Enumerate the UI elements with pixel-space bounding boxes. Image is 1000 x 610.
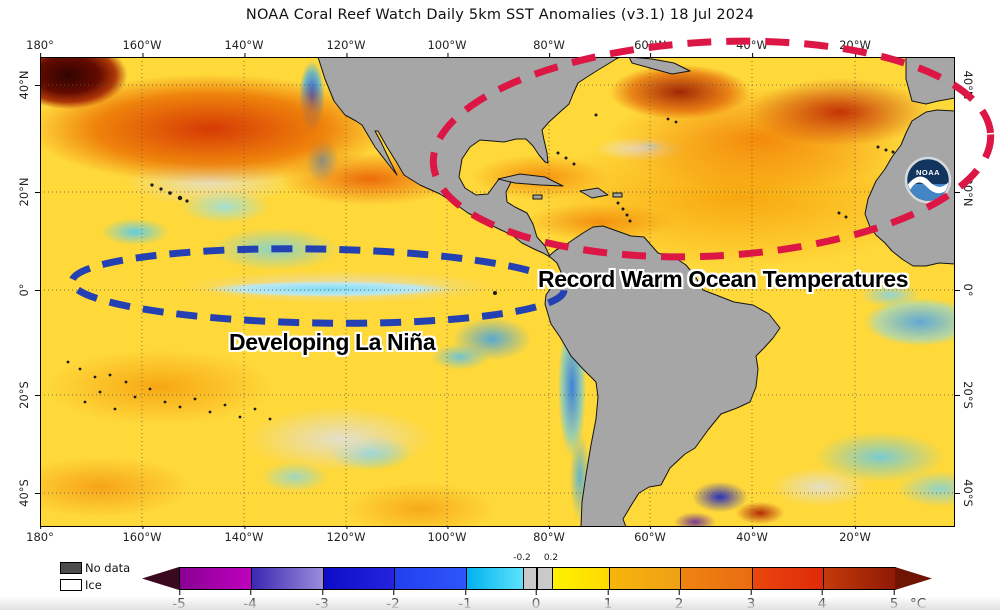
page-title: NOAA Coral Reef Watch Daily 5km SST Anom… xyxy=(245,7,755,23)
colorbar-segment xyxy=(466,568,523,589)
colorbar-segment xyxy=(552,568,609,589)
axis-label-top: 120°W xyxy=(326,38,366,57)
axis-label-right: 0° xyxy=(961,283,975,297)
footer-shade xyxy=(0,596,1000,610)
axis-label-bottom: 40°W xyxy=(736,525,768,544)
colorbar-zero-line xyxy=(536,568,538,589)
axis-label-right: 40°S xyxy=(961,479,975,507)
axis-label-top: 180° xyxy=(26,38,54,57)
colorbar-segment xyxy=(394,568,466,589)
axis-label-bottom: 120°W xyxy=(326,525,366,544)
annotation-la-nina: Developing La Niña xyxy=(229,329,436,355)
axis-tick xyxy=(35,290,40,291)
axis-label-left: 20°N xyxy=(17,177,31,207)
axis-tick xyxy=(35,192,40,193)
axis-label-top: 60°W xyxy=(634,38,666,57)
axis-label-bottom: 80°W xyxy=(533,525,565,544)
axis-tick xyxy=(35,493,40,494)
colorbar-segment xyxy=(609,568,680,589)
axis-label-bottom: 20°W xyxy=(839,525,871,544)
axis-label-bottom: 100°W xyxy=(427,525,467,544)
island-jamaica xyxy=(532,194,543,200)
axis-label-top: 140°W xyxy=(224,38,264,57)
axis-label-top: 160°W xyxy=(122,38,162,57)
colorbar-sublabel: -0.2 xyxy=(513,553,531,563)
ice-label: Ice xyxy=(85,578,102,592)
axis-label-bottom: 160°W xyxy=(122,525,162,544)
land-nova-scotia xyxy=(628,57,691,75)
no-data-swatch xyxy=(60,562,82,574)
axis-label-bottom: 140°W xyxy=(224,525,264,544)
colorbar-segment xyxy=(251,568,323,589)
colorbar-segment xyxy=(680,568,752,589)
axis-tick xyxy=(955,85,960,86)
axis-label-left: 40°S xyxy=(17,479,31,507)
island-puerto-rico xyxy=(612,192,623,198)
axis-tick xyxy=(955,290,960,291)
annotation-record-warm: Record Warm Ocean Temperatures xyxy=(538,266,909,292)
axis-label-left: 20°S xyxy=(17,381,31,409)
colorbar-body xyxy=(179,567,896,590)
colorbar-segment xyxy=(180,568,251,589)
colorbar-segment xyxy=(752,568,823,589)
axis-label-left: 40°N xyxy=(17,70,31,100)
colorbar-segment xyxy=(823,568,895,589)
axis-tick xyxy=(35,395,40,396)
axis-label-right: 20°S xyxy=(961,381,975,409)
axis-label-left: 0° xyxy=(17,283,31,297)
axis-label-right: 40°N xyxy=(961,70,975,100)
axis-label-right: 20°N xyxy=(961,177,975,207)
land-north-america xyxy=(317,57,621,258)
axis-tick xyxy=(955,493,960,494)
ice-swatch xyxy=(60,579,82,591)
noaa-logo-text: NOAA xyxy=(916,168,940,177)
land-iberia xyxy=(905,57,955,105)
legend-ice: Ice xyxy=(60,578,102,592)
colorbar-segment xyxy=(323,568,394,589)
axis-label-top: 40°W xyxy=(736,38,768,57)
axis-tick xyxy=(955,192,960,193)
axis-tick xyxy=(955,395,960,396)
axis-label-top: 100°W xyxy=(427,38,467,57)
axis-label-top: 20°W xyxy=(839,38,871,57)
colorbar-right-arrow xyxy=(895,567,932,590)
axis-tick xyxy=(35,85,40,86)
no-data-label: No data xyxy=(85,561,131,575)
island-hispaniola xyxy=(579,187,609,199)
axis-label-bottom: 180° xyxy=(26,525,54,544)
colorbar-sublabel: 0.2 xyxy=(543,553,559,563)
legend-no-data: No data xyxy=(60,561,130,575)
axis-label-top: 80°W xyxy=(533,38,565,57)
axis-label-bottom: 60°W xyxy=(634,525,666,544)
colorbar-left-arrow xyxy=(142,567,179,590)
